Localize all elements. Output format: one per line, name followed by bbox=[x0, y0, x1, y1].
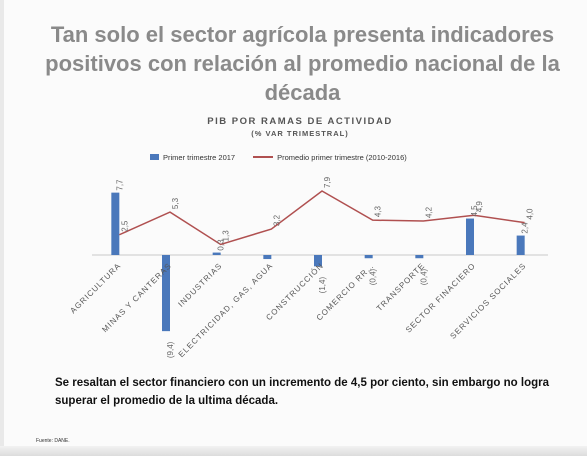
category-label-1: AGRICULTURA bbox=[68, 261, 122, 315]
legend-line-label: Promedio primer trimestre (2010-2016) bbox=[277, 152, 407, 162]
line-label-6: 4,3 bbox=[374, 205, 383, 217]
bar-8 bbox=[466, 218, 474, 255]
bar-label-6: (0,4) bbox=[369, 268, 378, 285]
line-label-9: 4,0 bbox=[526, 208, 535, 220]
category-label-5: CONSTRUCCIÓN bbox=[264, 261, 325, 322]
legend-bar-swatch bbox=[150, 154, 159, 160]
line-label-3: 1,3 bbox=[222, 230, 231, 242]
category-label-4: ELECTRICIDAD, GAS, AGUA bbox=[177, 261, 275, 359]
bottom-edge bbox=[0, 446, 587, 456]
chart-subtitle: (% VAR TRIMESTRAL) bbox=[251, 129, 349, 138]
chart-title: PIB POR RAMAS DE ACTIVIDAD bbox=[207, 116, 393, 127]
bar-label-1: 7,7 bbox=[115, 179, 124, 191]
commentary-text: Se resaltan el sector financiero con un … bbox=[55, 377, 549, 407]
legend-line-swatch bbox=[253, 156, 274, 158]
bar-label-9: 2,4 bbox=[521, 222, 530, 234]
source-note: Fuente: DANE. bbox=[36, 438, 70, 444]
bar-label-5: (1,4) bbox=[318, 277, 327, 294]
slide-title: Tan solo el sector agrícola presenta ind… bbox=[45, 22, 560, 105]
line-label-1: 2,5 bbox=[120, 220, 129, 232]
chart-legend: Primer trimestre 2017 Promedio primer tr… bbox=[150, 151, 425, 163]
bar-2 bbox=[162, 255, 170, 332]
legend-item-bars: Primer trimestre 2017 bbox=[150, 153, 235, 162]
bar-label-7: (0,4) bbox=[419, 268, 428, 285]
line-label-4: 3,2 bbox=[272, 214, 281, 226]
average-line bbox=[119, 190, 525, 246]
bar-5 bbox=[314, 255, 322, 267]
line-label-2: 5,3 bbox=[171, 197, 180, 209]
legend-item-line: Promedio primer trimestre (2010-2016) bbox=[253, 153, 407, 162]
bar-label-8: 4,5 bbox=[470, 205, 479, 217]
bar-6 bbox=[364, 255, 373, 259]
bar-1 bbox=[111, 192, 120, 255]
line-label-8: 4,9 bbox=[475, 201, 484, 213]
category-label-3: INDUSTRIAS bbox=[176, 261, 224, 309]
bar-3 bbox=[212, 252, 221, 255]
bar-label-3: 0,3 bbox=[217, 239, 226, 251]
line-label-5: 7,9 bbox=[323, 176, 332, 188]
bar-7 bbox=[415, 255, 424, 259]
bar-label-2: (9,4) bbox=[166, 341, 175, 358]
category-label-7: TRANSPORTE bbox=[375, 261, 427, 313]
line-label-7: 4,2 bbox=[424, 206, 433, 218]
bar-9 bbox=[516, 235, 525, 255]
legend-bar-label: Primer trimestre 2017 bbox=[163, 152, 236, 162]
bar-4 bbox=[263, 255, 272, 260]
